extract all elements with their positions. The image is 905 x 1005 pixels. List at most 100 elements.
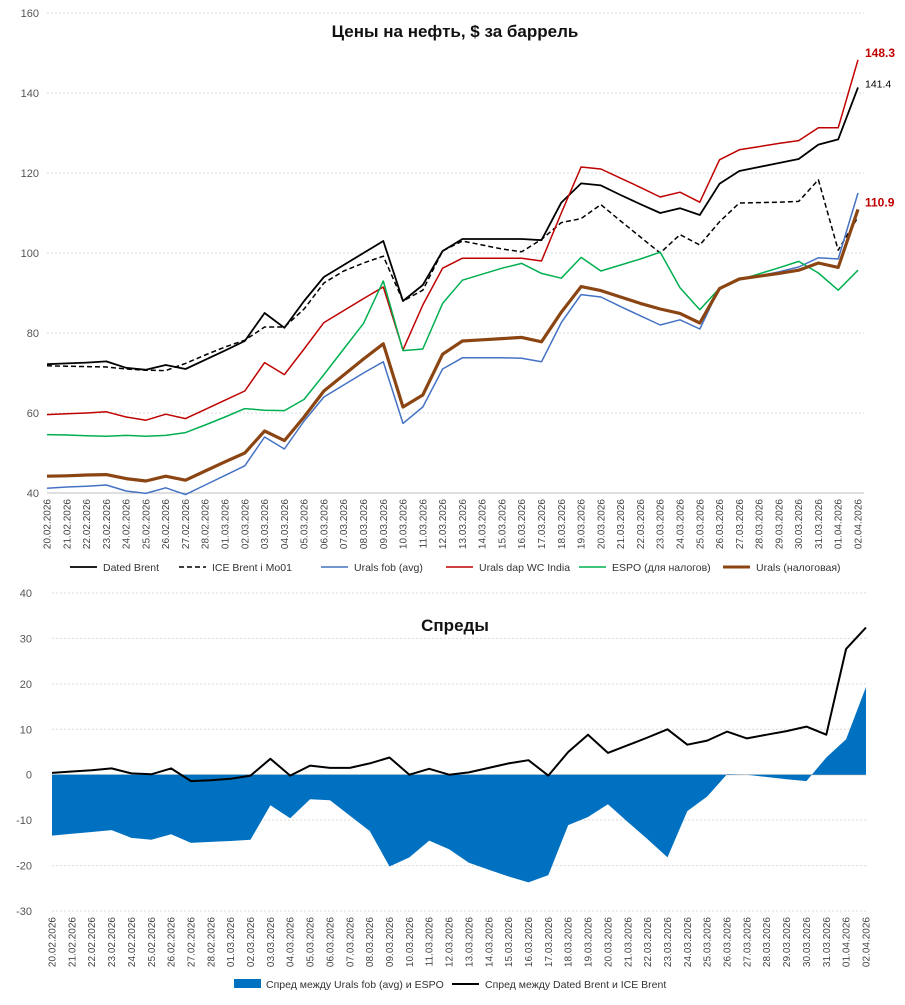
price-x-tick-label: 16.03.2026	[517, 499, 528, 549]
spread-x-tick-label: 06.03.2026	[325, 917, 336, 967]
price-legend-label: ESPO (для налогов)	[612, 562, 711, 574]
spread-x-tick-label: 05.03.2026	[306, 917, 317, 967]
price-x-tick-label: 23.03.2026	[656, 499, 667, 549]
price-series-line-1	[46, 179, 859, 372]
spread-x-tick-label: 03.03.2026	[266, 917, 277, 967]
spread-x-tick-label: 09.03.2026	[385, 917, 396, 967]
spread-x-tick-label: 27.03.2026	[742, 917, 753, 967]
spread-legend-swatch	[234, 979, 261, 988]
spread-x-tick-label: 18.03.2026	[564, 917, 575, 967]
price-x-axis: 20.02.2026 21.02.2026 22.02.2026 23.02.2026…	[43, 499, 865, 549]
price-x-tick-label: 27.02.2026	[181, 499, 192, 549]
price-data-label: 141.4	[865, 78, 891, 90]
spread-x-tick-label: 19.03.2026	[584, 917, 595, 967]
price-x-tick-label: 01.04.2026	[834, 499, 845, 549]
price-x-tick-label: 12.03.2026	[438, 499, 449, 549]
price-legend-item: ESPO (для налогов)	[579, 562, 711, 574]
price-x-tick-label: 30.03.2026	[794, 499, 805, 549]
price-y-tick-label: 140	[21, 88, 39, 100]
price-series-line-2	[46, 192, 859, 496]
price-x-tick-label: 28.02.2026	[201, 499, 212, 549]
spread-y-tick-label: 0	[26, 770, 32, 782]
price-x-tick-label: 21.02.2026	[62, 499, 73, 549]
price-x-tick-label: 06.03.2026	[319, 499, 330, 549]
price-x-tick-label: 07.03.2026	[339, 499, 350, 549]
price-x-tick-label: 20.02.2026	[43, 499, 54, 549]
spread-x-tick-label: 20.02.2026	[48, 917, 59, 967]
price-x-tick-label: 04.03.2026	[280, 499, 291, 549]
oil-price-line-chart: Цены на нефть, $ за баррель 40 60 80 100 120…	[21, 8, 896, 574]
price-x-tick-label: 18.03.2026	[557, 499, 568, 549]
spread-x-tick-label: 16.03.2026	[524, 917, 535, 967]
price-x-tick-label: 20.03.2026	[596, 499, 607, 549]
price-legend-label: Urals (налоговая)	[756, 562, 841, 574]
spread-legend-label: Спред между Dated Brent и ICE Brent	[485, 979, 666, 991]
price-x-tick-label: 17.03.2026	[537, 499, 548, 549]
price-data-label: 110.9	[865, 195, 895, 209]
spread-x-tick-label: 23.02.2026	[107, 917, 118, 967]
spread-legend-item: Спред между Dated Brent и ICE Brent	[452, 979, 666, 991]
price-y-tick-label: 40	[27, 488, 39, 500]
price-x-tick-label: 05.03.2026	[300, 499, 311, 549]
spread-x-tick-label: 04.03.2026	[286, 917, 297, 967]
spread-x-tick-label: 21.03.2026	[623, 917, 634, 967]
spread-x-tick-label: 28.02.2026	[206, 917, 217, 967]
spread-legend-label: Спред между Urals fob (avg) и ESPO	[266, 979, 444, 991]
price-x-tick-label: 13.03.2026	[458, 499, 469, 549]
price-legend-label: Urals dap WC India	[479, 562, 570, 574]
price-legend-item: Dated Brent	[70, 562, 159, 574]
spread-x-tick-label: 30.03.2026	[802, 917, 813, 967]
price-legend: Dated Brent ICE Brent i Mo01 Urals fob (av…	[70, 562, 841, 574]
price-x-tick-label: 19.03.2026	[577, 499, 588, 549]
spread-y-tick-label: 30	[20, 633, 32, 645]
spread-x-tick-label: 23.03.2026	[663, 917, 674, 967]
spread-legend-item: Спред между Urals fob (avg) и ESPO	[234, 979, 444, 991]
price-x-tick-label: 02.03.2026	[240, 499, 251, 549]
spread-x-tick-label: 02.04.2026	[862, 917, 873, 967]
spread-x-tick-label: 07.03.2026	[345, 917, 356, 967]
price-x-tick-label: 27.03.2026	[735, 499, 746, 549]
spread-x-tick-label: 25.02.2026	[147, 917, 158, 967]
price-y-tick-label: 80	[27, 328, 39, 340]
spread-x-tick-label: 24.02.2026	[127, 917, 138, 967]
spread-x-tick-label: 01.03.2026	[226, 917, 237, 967]
spread-x-tick-label: 17.03.2026	[544, 917, 555, 967]
spread-x-tick-label: 08.03.2026	[365, 917, 376, 967]
spread-series	[51, 626, 867, 883]
spread-y-tick-label: -10	[16, 815, 32, 827]
spread-area-chart: Спреды -30 -20 -10 0 10 20 30 40 20.02.2026 21.0…	[16, 588, 872, 991]
price-x-tick-label: 25.02.2026	[141, 499, 152, 549]
spread-x-axis: 20.02.2026 21.02.2026 22.02.2026 23.02.2026…	[48, 917, 873, 967]
spread-x-tick-label: 28.03.2026	[762, 917, 773, 967]
spread-x-tick-label: 01.04.2026	[842, 917, 853, 967]
price-x-tick-label: 29.03.2026	[774, 499, 785, 549]
spread-legend: Спред между Urals fob (avg) и ESPO Спред …	[234, 979, 666, 991]
price-y-axis: 40 60 80 100 120 140 160	[21, 8, 39, 500]
price-series-line-3	[46, 59, 859, 421]
spread-x-tick-label: 11.03.2026	[425, 917, 436, 967]
price-legend-label: Dated Brent	[103, 562, 159, 574]
price-legend-label: Urals fob (avg)	[354, 562, 423, 574]
spread-x-tick-label: 22.02.2026	[87, 917, 98, 967]
chart-title-prices: Цены на нефть, $ за баррель	[332, 22, 579, 41]
price-y-tick-label: 60	[27, 408, 39, 420]
spread-x-tick-label: 31.03.2026	[822, 917, 833, 967]
price-y-tick-label: 160	[21, 8, 39, 20]
price-legend-item: Urals dap WC India	[446, 562, 570, 574]
price-x-tick-label: 24.03.2026	[675, 499, 686, 549]
price-x-tick-label: 14.03.2026	[478, 499, 489, 549]
price-x-tick-label: 22.03.2026	[636, 499, 647, 549]
price-x-tick-label: 15.03.2026	[497, 499, 508, 549]
price-x-tick-label: 26.03.2026	[715, 499, 726, 549]
price-x-tick-label: 01.03.2026	[221, 499, 232, 549]
spread-x-tick-label: 21.02.2026	[67, 917, 78, 967]
price-x-tick-label: 25.03.2026	[695, 499, 706, 549]
price-series-line-5	[46, 208, 860, 483]
spread-y-tick-label: 10	[20, 724, 32, 736]
price-x-tick-label: 21.03.2026	[616, 499, 627, 549]
spread-x-tick-label: 22.03.2026	[643, 917, 654, 967]
spread-gridlines	[52, 592, 866, 912]
price-x-tick-label: 28.03.2026	[755, 499, 766, 549]
